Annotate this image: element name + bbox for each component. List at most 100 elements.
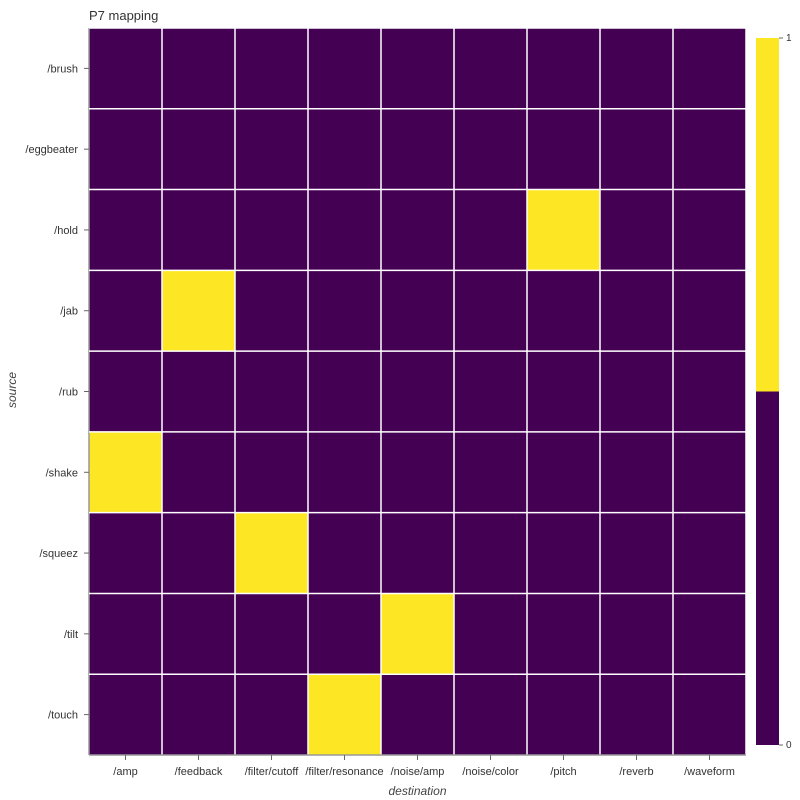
heatmap-cell xyxy=(381,108,454,190)
heatmap-cell xyxy=(454,674,527,755)
x-tick-label: /noise/color xyxy=(462,766,519,778)
x-tick-label: /filter/resonance xyxy=(305,766,383,778)
heatmap-cell xyxy=(600,189,673,271)
heatmap-cell xyxy=(235,674,308,755)
heatmap-cell xyxy=(381,351,454,432)
heatmap-cell xyxy=(527,512,600,594)
heatmap-cell xyxy=(600,351,673,432)
y-tick-label: /shake xyxy=(46,467,78,479)
heatmap-cell xyxy=(600,28,673,109)
colorbar-high-segment xyxy=(756,38,779,392)
heatmap-cell xyxy=(235,593,308,675)
heatmap-cell xyxy=(308,351,381,432)
heatmap-cell xyxy=(454,351,527,432)
x-tick-label: /noise/amp xyxy=(391,766,445,778)
heatmap-cell xyxy=(527,189,600,271)
heatmap-cells xyxy=(89,28,746,755)
heatmap-cell xyxy=(673,674,746,755)
heatmap-cell xyxy=(89,593,162,675)
heatmap-cell xyxy=(600,270,673,352)
heatmap-cell xyxy=(89,189,162,271)
heatmap-cell xyxy=(381,431,454,513)
heatmap-cell xyxy=(454,512,527,594)
heatmap-cell xyxy=(454,189,527,271)
heatmap-cell xyxy=(527,28,600,109)
heatmap-cell xyxy=(381,674,454,755)
heatmap-cell xyxy=(381,28,454,109)
x-axis-ticks: /amp/feedback/filter/cutoff/filter/reson… xyxy=(113,755,735,778)
heatmap-cell xyxy=(308,674,381,755)
colorbar-tick-label: 0 xyxy=(786,740,792,751)
heatmap-cell xyxy=(162,189,235,271)
heatmap-cell xyxy=(235,351,308,432)
heatmap-cell xyxy=(162,593,235,675)
heatmap-cell xyxy=(162,28,235,109)
heatmap-cell xyxy=(308,28,381,109)
y-tick-label: /rub xyxy=(59,387,78,399)
heatmap-cell xyxy=(235,108,308,190)
heatmap-cell xyxy=(600,593,673,675)
heatmap-cell xyxy=(454,108,527,190)
heatmap-cell xyxy=(673,512,746,594)
heatmap-cell xyxy=(235,512,308,594)
heatmap-cell xyxy=(673,351,746,432)
heatmap-cell xyxy=(308,431,381,513)
heatmap-cell xyxy=(381,189,454,271)
heatmap-cell xyxy=(235,28,308,109)
heatmap-cell xyxy=(527,108,600,190)
heatmap-cell xyxy=(89,431,162,513)
heatmap-cell xyxy=(89,351,162,432)
heatmap-cell xyxy=(600,512,673,594)
x-tick-label: /pitch xyxy=(550,766,576,778)
colorbar: 01 xyxy=(756,33,792,751)
x-axis-label: destination xyxy=(388,784,446,798)
chart-title: P7 mapping xyxy=(89,8,158,23)
heatmap-cell xyxy=(600,674,673,755)
heatmap-cell xyxy=(527,351,600,432)
heatmap-cell xyxy=(454,431,527,513)
heatmap-cell xyxy=(235,189,308,271)
heatmap-cell xyxy=(381,270,454,352)
heatmap-cell xyxy=(527,431,600,513)
y-tick-label: /hold xyxy=(54,225,78,237)
heatmap-cell xyxy=(673,189,746,271)
heatmap-cell xyxy=(162,512,235,594)
y-tick-label: /squeez xyxy=(39,548,78,560)
heatmap-cell xyxy=(89,28,162,109)
heatmap-cell xyxy=(89,512,162,594)
heatmap-cell xyxy=(454,270,527,352)
heatmap-cell xyxy=(89,108,162,190)
colorbar-low-segment xyxy=(756,391,779,745)
y-tick-label: /touch xyxy=(48,710,78,722)
heatmap-cell xyxy=(308,189,381,271)
heatmap-cell xyxy=(454,593,527,675)
y-axis-ticks: /brush/eggbeater/hold/jab/rub/shake/sque… xyxy=(25,63,89,722)
heatmap-cell xyxy=(308,108,381,190)
heatmap-cell xyxy=(673,28,746,109)
y-tick-label: /eggbeater xyxy=(25,144,78,156)
heatmap-cell xyxy=(527,674,600,755)
heatmap-cell xyxy=(308,593,381,675)
heatmap-grid xyxy=(88,27,747,756)
heatmap-cell xyxy=(308,512,381,594)
heatmap-cell xyxy=(235,431,308,513)
y-tick-label: /tilt xyxy=(64,629,78,641)
heatmap-cell xyxy=(89,674,162,755)
heatmap-cell xyxy=(381,593,454,675)
y-tick-label: /jab xyxy=(60,306,78,318)
heatmap-cell xyxy=(600,431,673,513)
heatmap-cell xyxy=(162,108,235,190)
y-tick-label: /brush xyxy=(47,63,78,75)
heatmap-cell xyxy=(89,270,162,352)
heatmap-cell xyxy=(673,270,746,352)
x-tick-label: /reverb xyxy=(619,766,653,778)
heatmap-cell xyxy=(308,270,381,352)
heatmap-cell xyxy=(527,593,600,675)
heatmap-cell xyxy=(673,108,746,190)
heatmap-cell xyxy=(454,28,527,109)
heatmap-cell xyxy=(527,270,600,352)
x-tick-label: /filter/cutoff xyxy=(245,766,300,778)
heatmap-cell xyxy=(162,351,235,432)
